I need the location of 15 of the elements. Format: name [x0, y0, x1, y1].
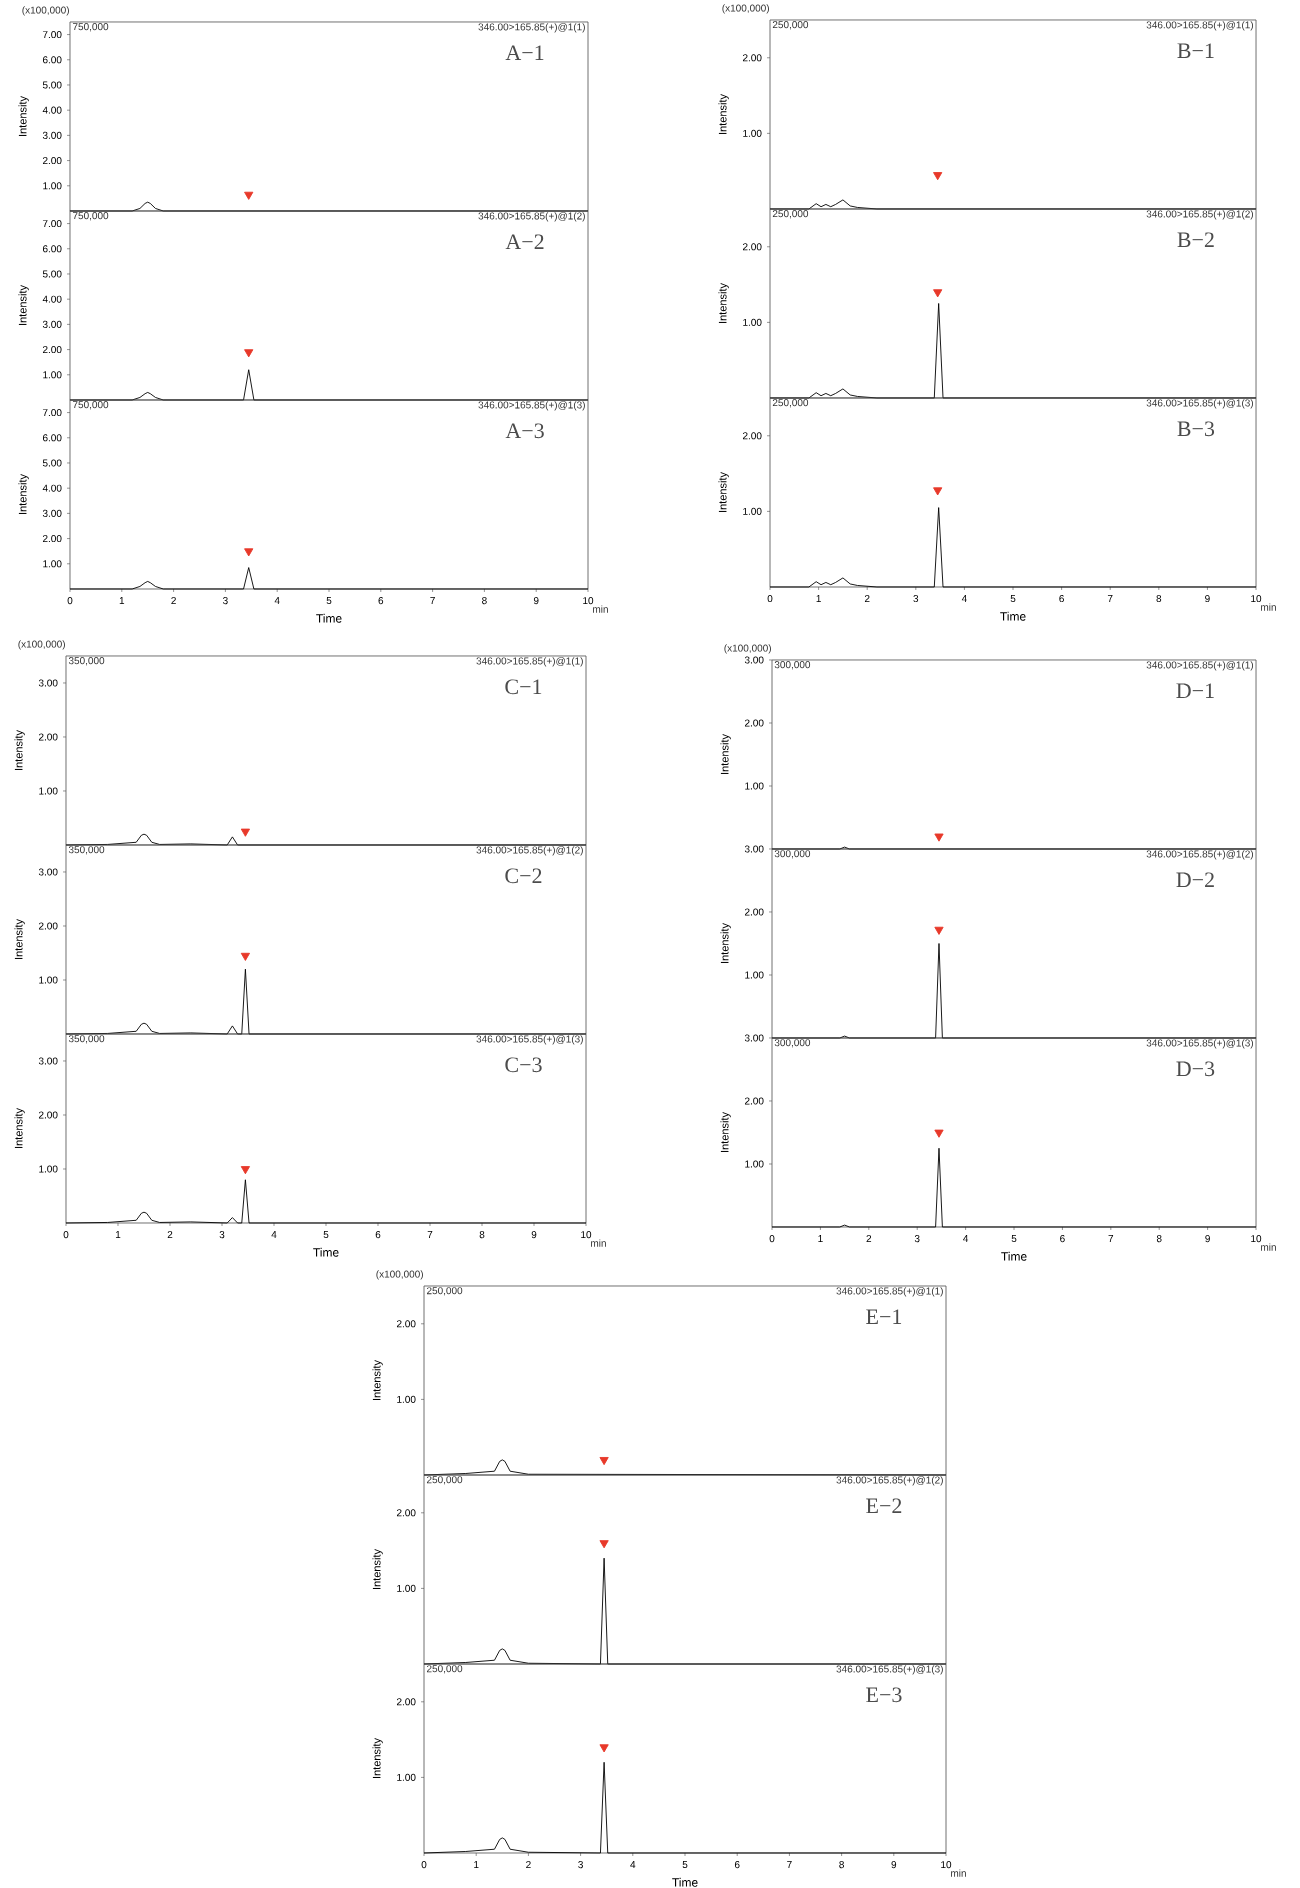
text: A−1 [505, 45, 544, 60]
text: B−2 [1177, 232, 1214, 248]
text: D−1 [1176, 683, 1214, 698]
text: C−1 [505, 679, 542, 695]
text: E−1 [866, 1309, 902, 1324]
text: C−2 [505, 868, 542, 884]
text: E−3 [866, 1687, 902, 1703]
text: A−3 [505, 423, 544, 439]
text: B−3 [1177, 421, 1215, 437]
text: D−3 [1176, 1061, 1215, 1077]
text: B−1 [1177, 43, 1214, 58]
text: D−2 [1176, 872, 1214, 887]
text: A−2 [505, 234, 544, 249]
text: C−3 [505, 1057, 542, 1073]
text: E−2 [866, 1498, 902, 1513]
